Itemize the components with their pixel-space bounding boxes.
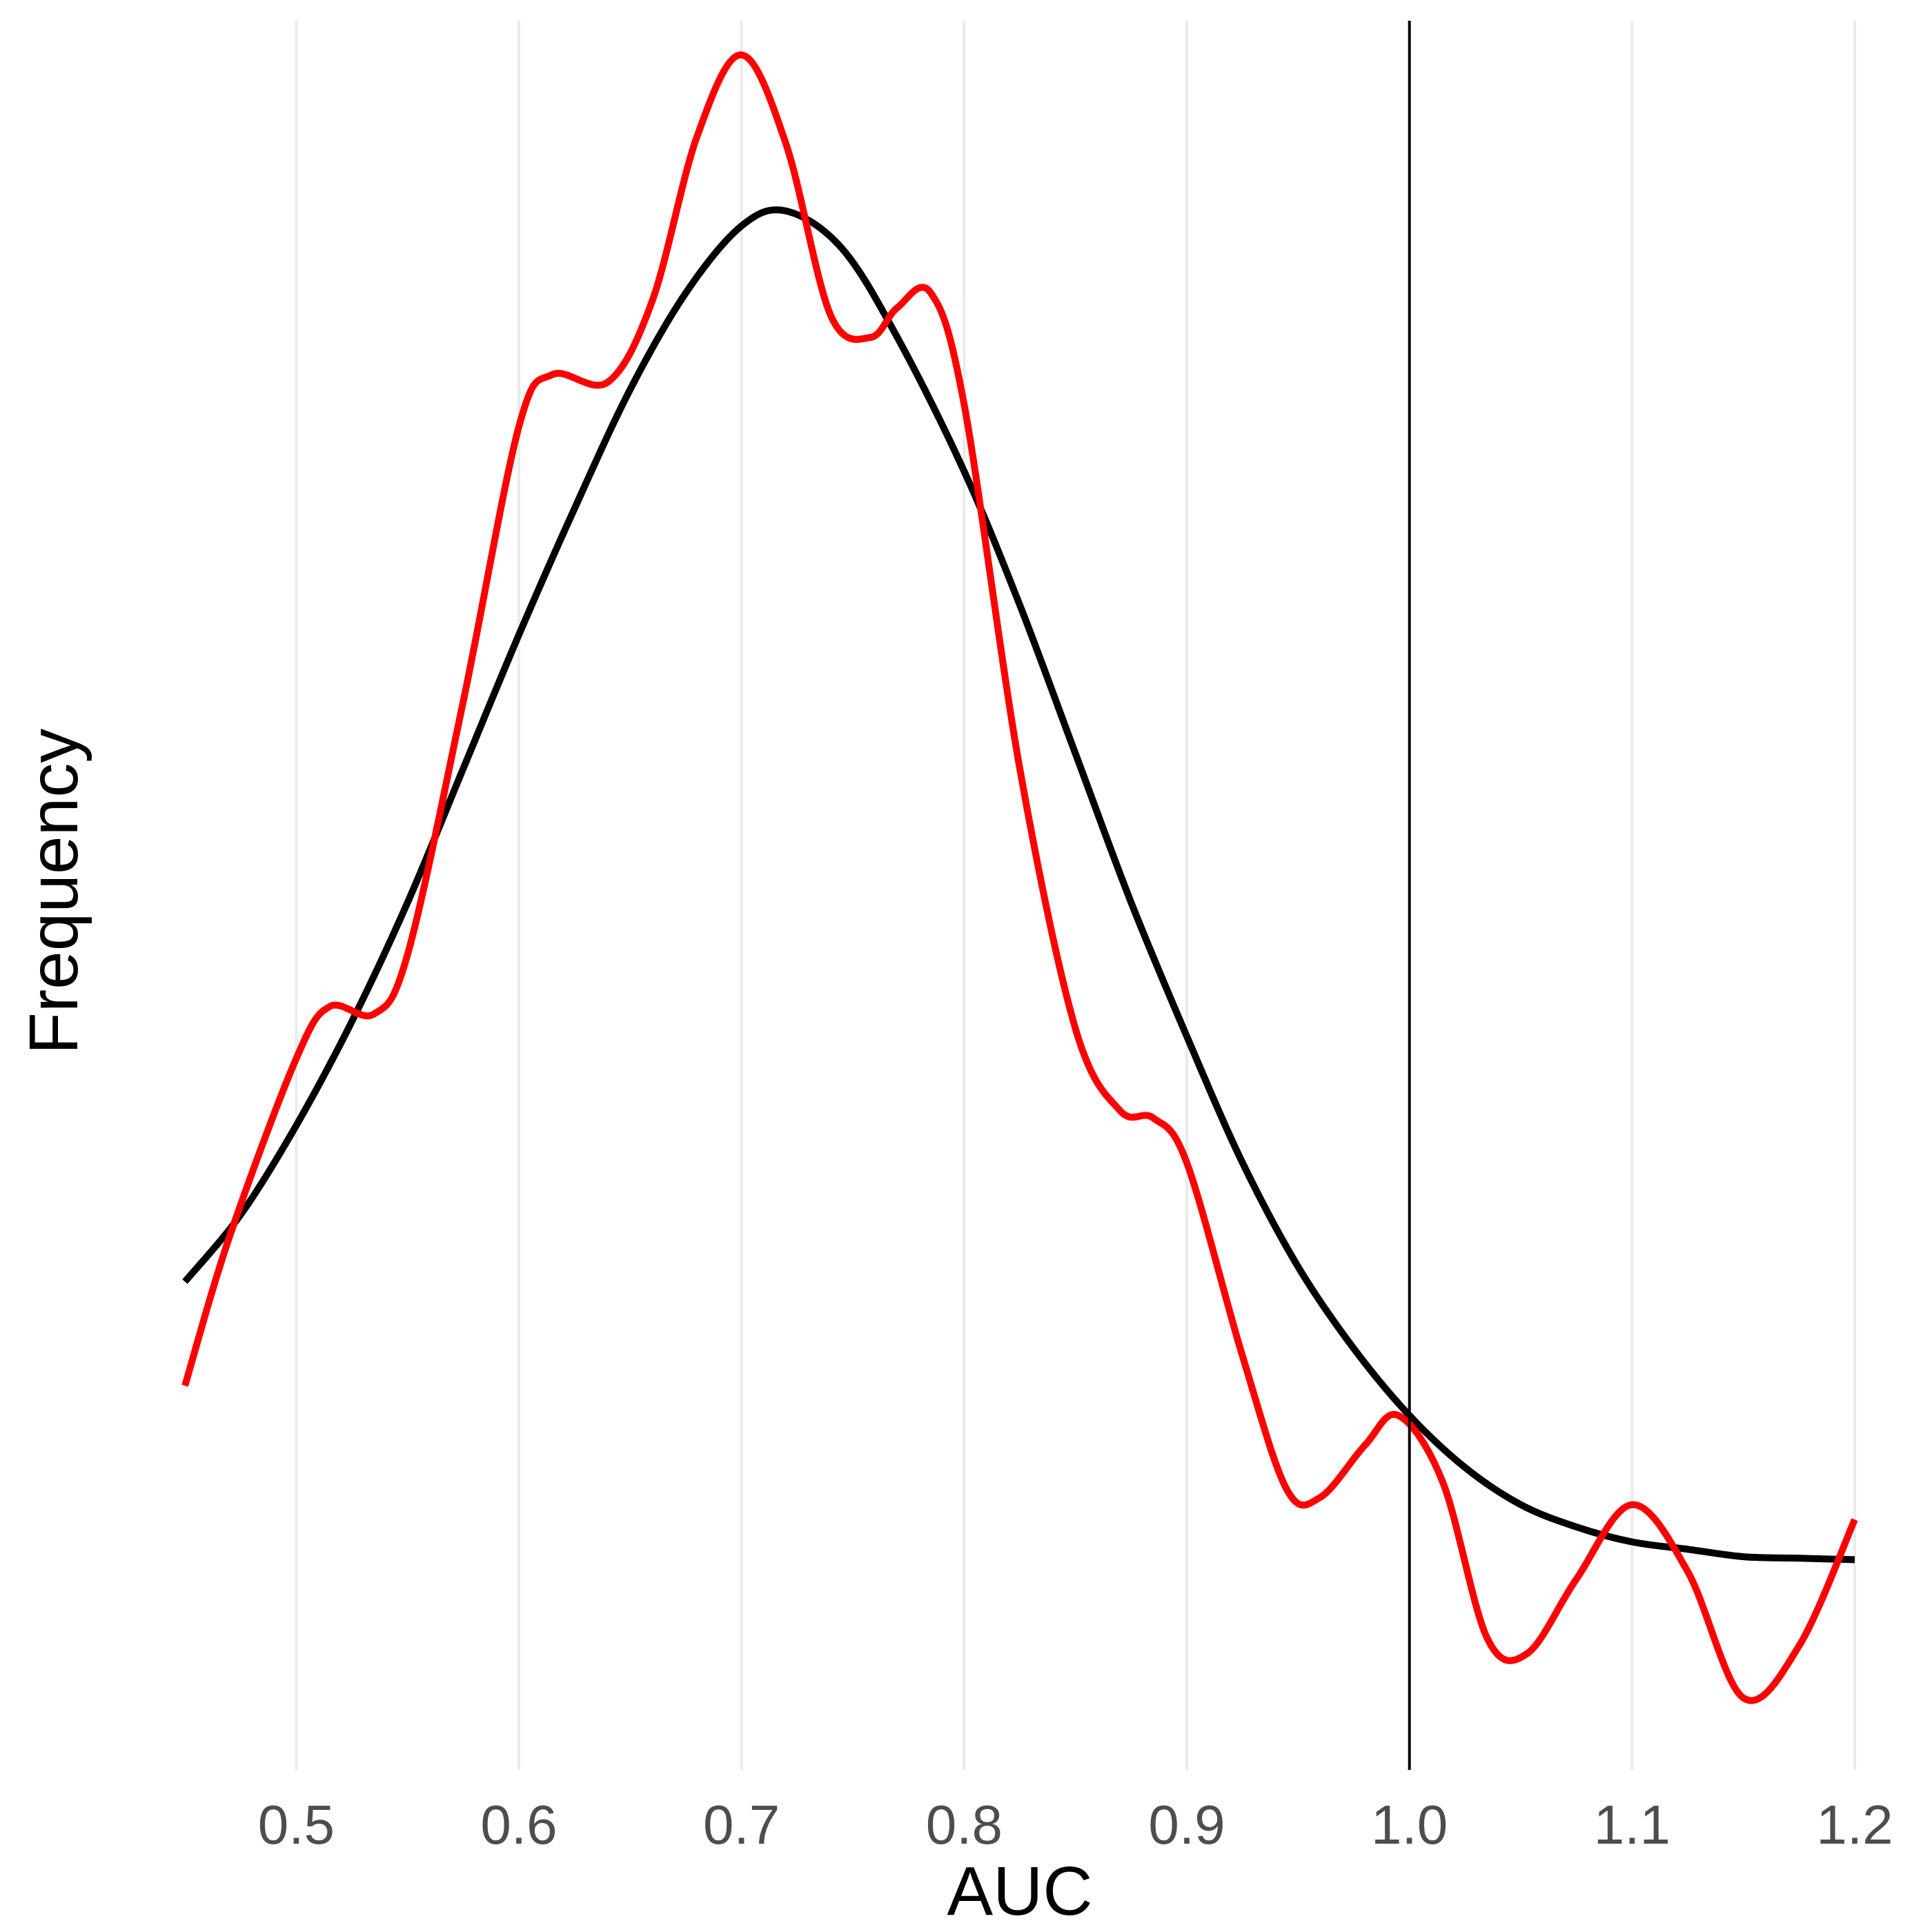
x-tick-label: 1.2 bbox=[1816, 1794, 1893, 1855]
x-tick-label: 1.0 bbox=[1371, 1794, 1448, 1855]
x-tick-label: 0.8 bbox=[926, 1794, 1003, 1855]
series-line-red bbox=[181, 51, 1858, 1704]
x-tick-label: 0.6 bbox=[480, 1794, 557, 1855]
series-lines bbox=[181, 51, 1858, 1704]
series-line-black bbox=[182, 206, 1855, 1564]
x-tick-label: 0.9 bbox=[1148, 1794, 1225, 1855]
x-axis-title: AUC bbox=[947, 1853, 1092, 1930]
x-tick-label: 1.1 bbox=[1594, 1794, 1670, 1855]
y-axis-title: Frequency bbox=[15, 729, 92, 1054]
x-tick-label: 0.5 bbox=[258, 1794, 335, 1855]
x-tick-labels: 0.5 0.6 0.7 0.8 0.9 1.0 1.1 1.2 bbox=[258, 1794, 1893, 1855]
x-tick-label: 0.7 bbox=[703, 1794, 780, 1855]
